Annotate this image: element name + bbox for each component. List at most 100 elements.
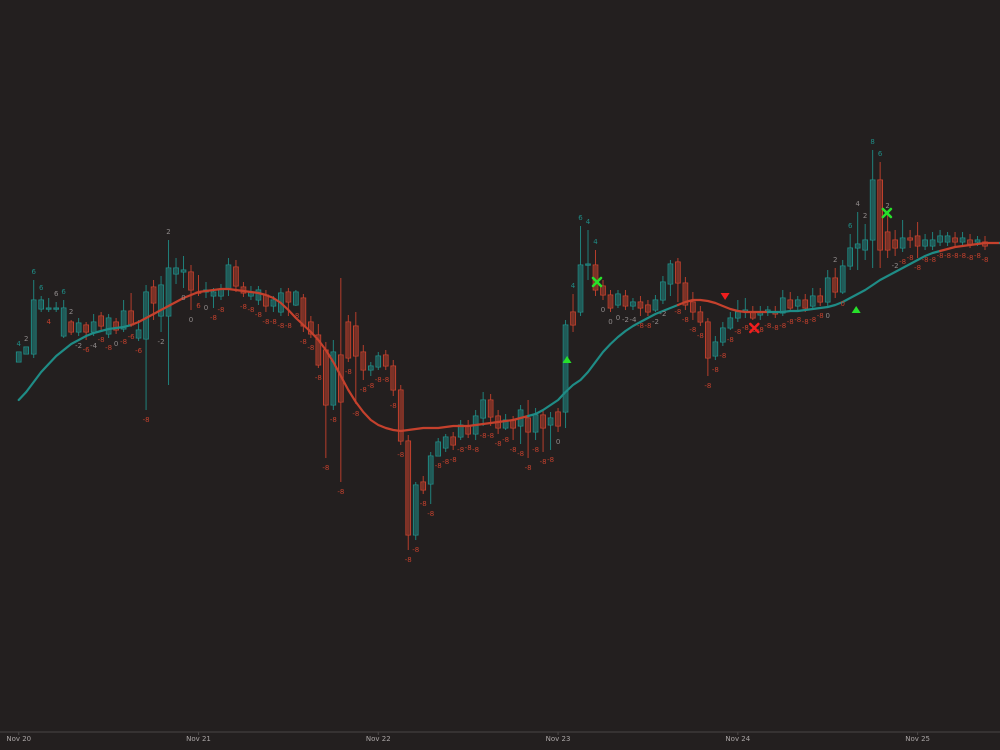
- sell-triangle-signal: [720, 293, 730, 300]
- candle-body-fill: [668, 264, 672, 284]
- candle: [847, 234, 854, 270]
- candle-label: -8: [210, 314, 217, 322]
- candle-label: -8: [435, 462, 442, 470]
- candle-label: -8: [98, 336, 105, 344]
- candle-body-fill: [466, 426, 470, 434]
- candle: [884, 214, 891, 258]
- candle-body-fill: [728, 318, 732, 328]
- candle-body-fill: [316, 335, 320, 365]
- candle-label: 4: [46, 318, 51, 326]
- candle-label: -8: [217, 306, 224, 314]
- candle-label: -6: [83, 346, 91, 354]
- candle-body-fill: [946, 236, 950, 242]
- moving-average-line: [939, 241, 1000, 253]
- candle-body-fill: [961, 238, 965, 242]
- candle-label: 6: [39, 284, 44, 292]
- candle: [832, 268, 839, 298]
- candle: [899, 220, 906, 252]
- candle-body-fill: [294, 292, 298, 305]
- candle: [240, 282, 247, 297]
- candle-label: 6: [196, 302, 201, 310]
- candle: [480, 392, 486, 426]
- candle-body-fill: [234, 267, 238, 286]
- candle-label: 2: [885, 202, 889, 210]
- candle-label: -8: [382, 376, 389, 384]
- candle-label: -8: [727, 336, 734, 344]
- candle-label: -8: [307, 344, 314, 352]
- candle: [824, 270, 831, 306]
- candle-label: 2: [166, 228, 170, 236]
- candle-label: -8: [300, 338, 307, 346]
- candle: [38, 296, 45, 312]
- candle: [352, 312, 359, 404]
- candle-label: -8: [247, 306, 254, 314]
- candle: [330, 340, 337, 410]
- buy-triangle-signal: [851, 306, 861, 313]
- candle-body-fill: [601, 286, 605, 295]
- candle-label: -8: [412, 546, 419, 554]
- candle: [660, 276, 666, 304]
- candle: [525, 400, 531, 458]
- candle-label: -8: [944, 252, 951, 260]
- moving-average-line: [130, 287, 530, 433]
- candle-body-fill: [174, 268, 178, 274]
- candle-label: -8: [644, 322, 651, 330]
- candle-body-fill: [721, 328, 725, 342]
- candle-body-fill: [871, 180, 875, 240]
- candle-body-fill: [549, 418, 553, 425]
- candle-label: -8: [105, 344, 112, 352]
- candle-label: -8: [959, 252, 966, 260]
- candle-body: [45, 307, 52, 310]
- candle-body-fill: [62, 308, 66, 336]
- candle: [809, 288, 816, 310]
- candle: [367, 362, 374, 376]
- candle-label: -8: [974, 252, 981, 260]
- candle-label: -8: [637, 322, 644, 330]
- x-tick-label: Nov 24: [725, 735, 750, 743]
- candle-label: 0: [181, 294, 185, 302]
- candle-body-fill: [286, 292, 290, 302]
- candle-label: -8: [397, 451, 404, 459]
- x-tick-label: Nov 20: [6, 735, 31, 743]
- candle-label: -8: [914, 264, 921, 272]
- candle-label: 4: [593, 238, 598, 246]
- candle: [105, 314, 112, 338]
- candle-label: -8: [442, 458, 449, 466]
- candle-body-fill: [931, 240, 935, 246]
- candle: [315, 324, 322, 368]
- candle: [952, 232, 958, 246]
- candle-label: -8: [787, 318, 794, 326]
- candle-label: -2: [622, 316, 629, 324]
- candle-body-fill: [841, 266, 845, 292]
- candle: [360, 345, 367, 380]
- candle-body-fill: [556, 412, 560, 426]
- candle-label: -8: [285, 322, 292, 330]
- candle-body-fill: [541, 415, 545, 428]
- candle: [607, 290, 614, 312]
- candle-label: -2: [892, 262, 899, 270]
- candle: [727, 312, 734, 330]
- candle-label: -8: [952, 252, 959, 260]
- candle-body-fill: [226, 265, 230, 289]
- candle: [570, 294, 576, 332]
- candle-label: -8: [525, 464, 532, 472]
- candle-body-fill: [751, 312, 755, 318]
- candle: [742, 298, 749, 318]
- candle: [15, 351, 22, 363]
- candle-body-fill: [249, 292, 253, 296]
- candle-body-fill: [271, 300, 275, 306]
- candle-label: -8: [360, 386, 367, 394]
- candle-label: -8: [719, 352, 726, 360]
- candle-body-fill: [623, 296, 627, 306]
- candle: [450, 432, 457, 450]
- candle-label: -8: [352, 410, 359, 418]
- candle: [405, 435, 412, 550]
- candle-label: -8: [772, 324, 779, 332]
- candle-body-fill: [189, 272, 193, 290]
- candle: [218, 284, 224, 300]
- candle: [645, 300, 651, 316]
- candle-label: -4: [629, 316, 637, 324]
- candle-label: -8: [907, 254, 914, 262]
- candle: [173, 258, 179, 284]
- candle-body-fill: [848, 248, 852, 266]
